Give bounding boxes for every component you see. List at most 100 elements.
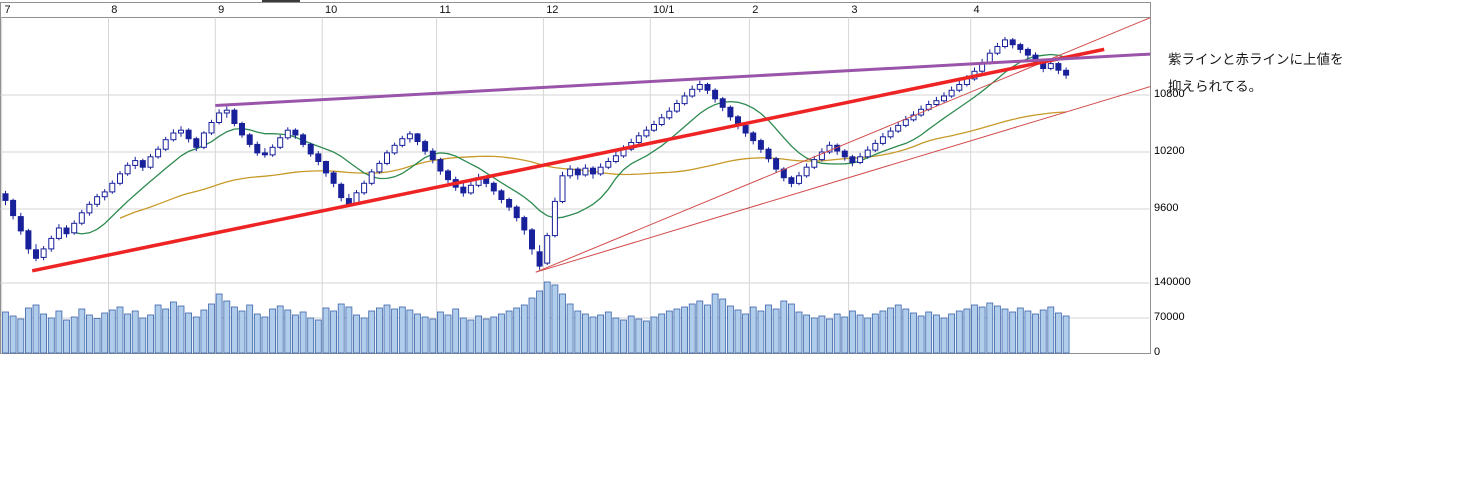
volume-bar [475, 315, 483, 354]
volume-bar [620, 319, 627, 354]
volume-bar [795, 311, 803, 354]
volume-bar [2, 311, 9, 354]
candle-body [254, 143, 261, 154]
candle-body [284, 129, 291, 139]
candle-body [704, 84, 711, 91]
x-axis-labels: 7 8 9 10 11 12 10/1 2 3 4 [5, 4, 980, 16]
volume-bar [444, 314, 452, 354]
volume-bar [551, 284, 559, 354]
volume-bar [1062, 315, 1070, 354]
candle-body [376, 162, 383, 173]
volume-bar [406, 309, 414, 354]
candle-body [506, 199, 513, 208]
candle-body [10, 199, 17, 217]
volume-bar [994, 305, 1001, 354]
volume-bar [940, 317, 948, 354]
volume-bar [230, 306, 238, 354]
candle-body [132, 160, 139, 166]
candle-body [216, 112, 223, 123]
candle-body [490, 182, 497, 192]
candle-body [429, 150, 436, 161]
volume-bar [704, 304, 711, 354]
candle-body [315, 153, 322, 162]
candle-body [773, 158, 780, 170]
candle-body [651, 124, 657, 131]
volume-bar [933, 314, 940, 354]
candle-body [857, 156, 864, 164]
volume-bar [398, 306, 406, 354]
volume-bar [1016, 307, 1024, 354]
volume-bar [40, 313, 47, 354]
volume-bar [635, 318, 643, 354]
candle-body [521, 217, 528, 231]
volume-bar [589, 316, 597, 354]
candle-body [25, 230, 32, 250]
candle-body [887, 130, 894, 138]
volume-bar [177, 305, 185, 354]
month-label: 7 [5, 4, 11, 16]
volume-bar [101, 312, 109, 354]
volume-bar [978, 306, 986, 354]
candle-body [223, 109, 230, 114]
candle-body [48, 237, 55, 250]
red-fan-line-2 [535, 85, 1151, 273]
volume-bar [208, 303, 215, 354]
candle-body [910, 114, 917, 121]
candle-body [582, 167, 589, 176]
volume-bar [665, 310, 673, 354]
volume-bar [803, 314, 810, 354]
candle-body [2, 193, 9, 201]
candle-body [666, 110, 673, 119]
volume-bar [124, 313, 131, 354]
volume-bar [925, 311, 933, 354]
candle-body [811, 159, 818, 168]
candle-body [323, 161, 329, 174]
candle-body [292, 129, 299, 136]
volume-bar [604, 311, 612, 354]
volume-bar [658, 313, 666, 354]
red-support-line [31, 47, 1105, 273]
volume-bar [650, 316, 658, 354]
volume-bar [185, 312, 193, 354]
candle-body [338, 183, 345, 199]
gridlines [0, 17, 1151, 354]
volume-bar [345, 306, 353, 354]
volume-bar [1055, 312, 1062, 354]
volume-bar [490, 316, 498, 354]
candle-body [368, 171, 375, 184]
candle-body [544, 235, 551, 264]
chart-border [0, 2, 1151, 354]
candle-body [803, 166, 810, 177]
month-label: 11 [439, 4, 450, 16]
candle-body [841, 150, 848, 158]
candle-body [361, 182, 368, 194]
volume-bar [757, 310, 765, 354]
volume-bar [849, 310, 856, 354]
candle-body [902, 119, 909, 126]
volume-bar [1039, 309, 1047, 354]
candle-body [635, 135, 642, 144]
volume-bar [269, 308, 277, 354]
candle-body [933, 100, 940, 105]
candle-body [536, 251, 543, 267]
candle-body [208, 122, 215, 134]
volume-bar [1047, 306, 1055, 354]
volume-bar [696, 300, 704, 354]
month-label: 4 [974, 4, 980, 16]
candle-body [155, 148, 162, 158]
volume-bar [948, 313, 955, 354]
candle-body [139, 160, 146, 168]
price-tick-label: 10800 [1154, 88, 1185, 100]
volume-bar [688, 303, 696, 354]
volume-bar [986, 302, 994, 354]
candle-body [261, 152, 268, 156]
volume-bar [734, 309, 742, 354]
volume-bar [314, 319, 322, 354]
volume-bar [391, 308, 399, 354]
volume-bar [383, 304, 391, 354]
candle-body [300, 134, 307, 145]
volume-bar [643, 320, 650, 354]
volume-bar [223, 300, 231, 354]
candle-body [673, 103, 680, 112]
candle-body [231, 109, 238, 124]
